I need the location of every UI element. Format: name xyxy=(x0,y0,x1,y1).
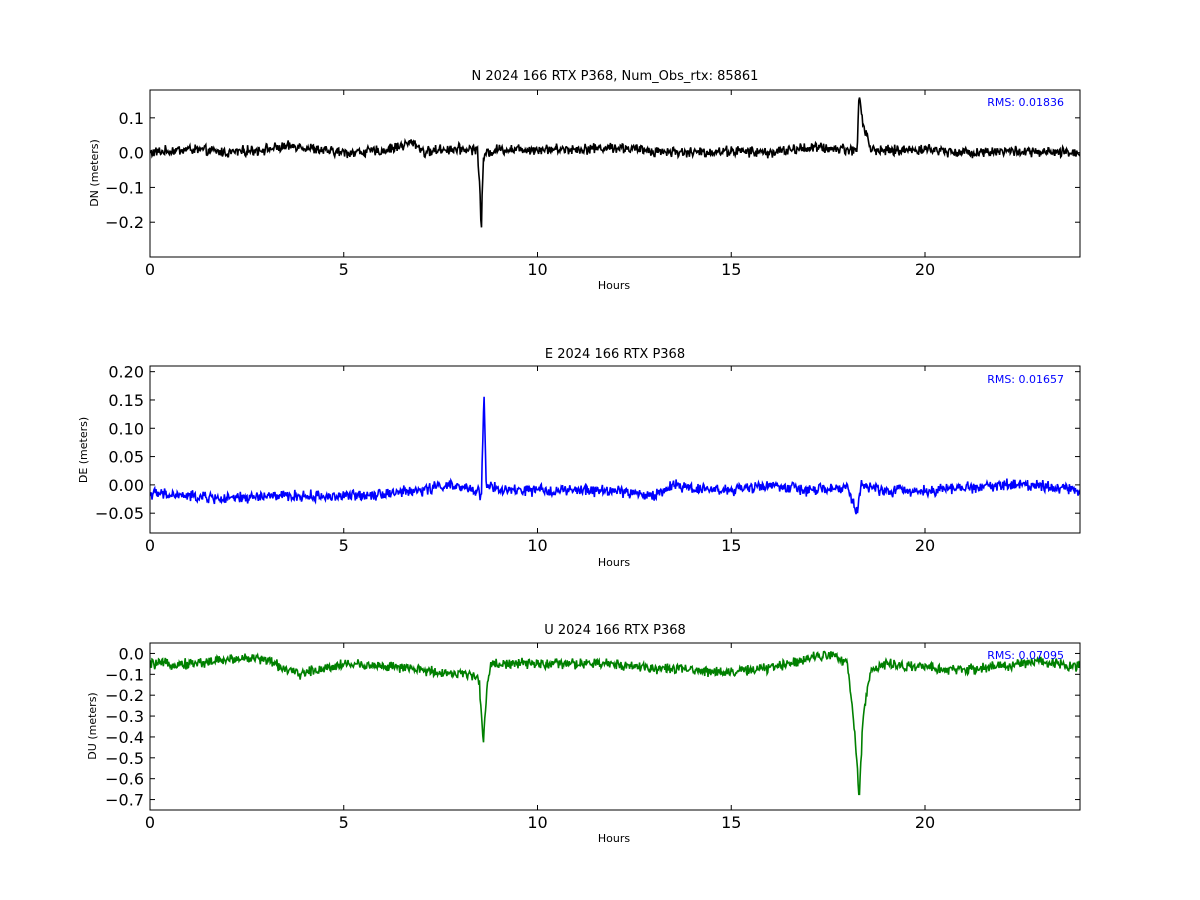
y-tick-label: −0.3 xyxy=(105,707,144,726)
x-tick-label: 15 xyxy=(721,813,741,832)
series-line xyxy=(150,97,1080,228)
y-tick-label: 0.10 xyxy=(108,419,144,438)
y-tick-label: −0.2 xyxy=(105,686,144,705)
x-tick-label: 5 xyxy=(339,813,349,832)
x-axis-label: Hours xyxy=(598,832,630,845)
y-tick-label: 0.1 xyxy=(119,109,144,128)
chart-title: N 2024 166 RTX P368, Num_Obs_rtx: 85861 xyxy=(472,69,759,84)
y-axis-label: DU (meters) xyxy=(86,692,99,759)
plot-area: 0 5 10 15 20 0.1 0.0 −0.1 −0.2 xyxy=(105,89,1081,279)
rms-label: RMS: 0.01657 xyxy=(987,373,1064,386)
panel-up: U 2024 166 RTX P368 0 5 10 15 20 0.0 −0.1 −0.2 −… xyxy=(86,623,1081,845)
plot-area: 0 5 10 15 20 0.0 −0.1 −0.2 −0.3 −0.4 −0.5 −0.6 −0.7 xyxy=(105,642,1081,832)
x-axis-label: Hours xyxy=(598,279,630,292)
x-tick-label: 5 xyxy=(339,260,349,279)
x-tick-label: 20 xyxy=(915,536,935,555)
x-tick-label: 15 xyxy=(721,536,741,555)
y-axis-label: DN (meters) xyxy=(88,139,101,207)
y-tick-label: 0.0 xyxy=(119,644,144,663)
x-tick-label: 5 xyxy=(339,536,349,555)
y-axis-label: DE (meters) xyxy=(77,417,90,483)
series-line xyxy=(150,650,1080,796)
y-tick-label: 0.05 xyxy=(108,448,144,467)
x-tick-label: 20 xyxy=(915,260,935,279)
series-line xyxy=(150,396,1080,515)
y-tick-label: −0.05 xyxy=(95,504,144,523)
x-tick-label: 0 xyxy=(145,536,155,555)
x-tick-label: 10 xyxy=(527,260,547,279)
x-tick-label: 20 xyxy=(915,813,935,832)
y-tick-label: −0.7 xyxy=(105,791,144,810)
y-tick-label: 0.20 xyxy=(108,363,144,382)
y-tick-label: 0.00 xyxy=(108,476,144,495)
y-tick-label: −0.2 xyxy=(105,213,144,232)
panel-east: E 2024 166 RTX P368 0 5 10 15 20 0.20 0.15 0.10… xyxy=(77,347,1081,569)
x-tick-label: 10 xyxy=(527,536,547,555)
rms-label: RMS: 0.01836 xyxy=(987,96,1064,109)
y-tick-label: 0.0 xyxy=(119,144,144,163)
x-tick-label: 0 xyxy=(145,813,155,832)
x-tick-label: 0 xyxy=(145,260,155,279)
axes-frame xyxy=(149,642,1081,811)
y-tick-label: −0.5 xyxy=(105,749,144,768)
chart-title: E 2024 166 RTX P368 xyxy=(545,347,685,362)
y-tick-label: 0.15 xyxy=(108,391,144,410)
y-tick-label: −0.6 xyxy=(105,770,144,789)
chart-title: U 2024 166 RTX P368 xyxy=(544,623,686,638)
x-axis-label: Hours xyxy=(598,556,630,569)
x-tick-label: 10 xyxy=(527,813,547,832)
axes-frame xyxy=(149,89,1081,258)
y-tick-label: −0.4 xyxy=(105,728,144,747)
rms-label: RMS: 0.07095 xyxy=(987,649,1064,662)
plot-area: 0 5 10 15 20 0.20 0.15 0.10 0.05 0.00 −0.05 xyxy=(95,363,1081,555)
panel-north: N 2024 166 RTX P368, Num_Obs_rtx: 85861 … xyxy=(88,69,1081,292)
y-tick-label: −0.1 xyxy=(105,178,144,197)
y-tick-label: −0.1 xyxy=(105,665,144,684)
axes-frame xyxy=(149,365,1081,534)
x-tick-label: 15 xyxy=(721,260,741,279)
